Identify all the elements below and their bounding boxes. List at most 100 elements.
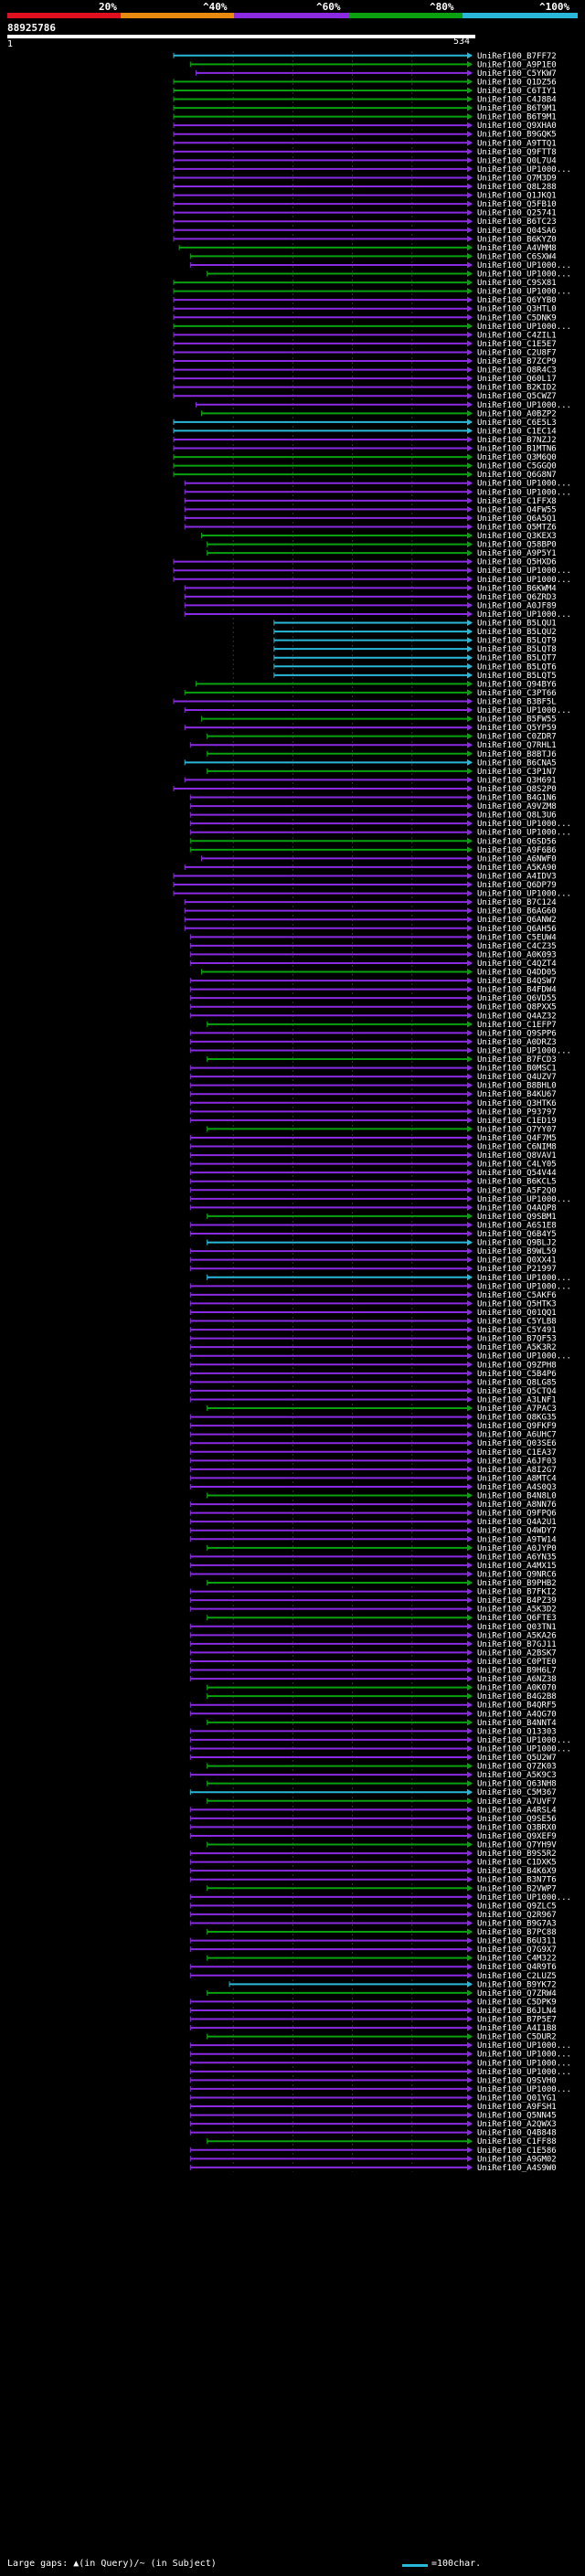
- hit-row[interactable]: UniRef100_Q3BRX0: [189, 1823, 557, 1832]
- hit-row[interactable]: UniRef100_B4FDW4: [189, 986, 557, 995]
- hit-label[interactable]: UniRef100_B5LQT9: [477, 637, 557, 646]
- hit-label[interactable]: UniRef100_Q3H691: [477, 776, 557, 785]
- hit-label[interactable]: UniRef100_Q03SE6: [477, 1439, 557, 1448]
- hit-row[interactable]: UniRef100_C0ZDR7: [207, 733, 557, 742]
- hit-label[interactable]: UniRef100_Q4UZV7: [477, 1073, 557, 1082]
- hit-row[interactable]: UniRef100_Q6VD55: [189, 994, 557, 1003]
- hit-row[interactable]: UniRef100_A8NN76: [189, 1500, 557, 1510]
- hit-row[interactable]: UniRef100_A4IDV3: [173, 872, 557, 881]
- hit-row[interactable]: UniRef100_A9F6B6: [189, 846, 557, 855]
- hit-label[interactable]: UniRef100_B7FCD3: [477, 1055, 557, 1065]
- hit-row[interactable]: UniRef100_Q9ZPH8: [189, 1361, 557, 1370]
- hit-row[interactable]: UniRef100_Q9BLJ2: [207, 1239, 557, 1248]
- hit-row[interactable]: UniRef100_A4S0Q3: [189, 1483, 557, 1492]
- hit-label[interactable]: UniRef100_B4FDW4: [477, 986, 557, 995]
- hit-label[interactable]: UniRef100_UP1000...: [477, 401, 571, 410]
- hit-row[interactable]: UniRef100_A7PAC3: [207, 1405, 557, 1414]
- hit-row[interactable]: UniRef100_B4N8L0: [207, 1492, 557, 1501]
- hit-label[interactable]: UniRef100_B3BF5L: [477, 697, 557, 706]
- hit-label[interactable]: UniRef100_B7FF72: [477, 52, 557, 61]
- hit-label[interactable]: UniRef100_B6KWM4: [477, 584, 557, 593]
- hit-label[interactable]: UniRef100_Q7G9X7: [477, 1945, 557, 1955]
- hit-label[interactable]: UniRef100_B0MSC1: [477, 1065, 557, 1074]
- hit-row[interactable]: UniRef100_B6CNA5: [184, 758, 557, 768]
- hit-label[interactable]: UniRef100_Q5U2W7: [477, 1754, 557, 1763]
- hit-label[interactable]: UniRef100_C5GGQ0: [477, 462, 557, 472]
- hit-label[interactable]: UniRef100_Q01YG1: [477, 2094, 557, 2103]
- hit-label[interactable]: UniRef100_C0PTE0: [477, 1658, 557, 1667]
- hit-row[interactable]: UniRef100_UP1000...: [207, 1274, 571, 1283]
- hit-label[interactable]: UniRef100_UP1000...: [477, 820, 571, 829]
- hit-row[interactable]: UniRef100_A6YN35: [189, 1553, 557, 1562]
- hit-label[interactable]: UniRef100_UP1000...: [477, 2041, 571, 2051]
- hit-row[interactable]: UniRef100_B5LQU1: [273, 620, 557, 629]
- hit-row[interactable]: UniRef100_A5KA90: [184, 864, 557, 873]
- hit-row[interactable]: UniRef100_UP1000...: [189, 1893, 571, 1903]
- hit-row[interactable]: UniRef100_Q5U2W7: [189, 1754, 557, 1763]
- hit-label[interactable]: UniRef100_B6KYZ0: [477, 235, 557, 244]
- hit-row[interactable]: UniRef100_UP1000...: [189, 820, 571, 829]
- hit-label[interactable]: UniRef100_A0DRZ3: [477, 1038, 557, 1047]
- hit-label[interactable]: UniRef100_Q1DZ56: [477, 78, 557, 87]
- hit-row[interactable]: UniRef100_C1ED19: [189, 1117, 557, 1126]
- hit-row[interactable]: UniRef100_A4VMM8: [178, 244, 557, 253]
- hit-row[interactable]: UniRef100_Q6YYB0: [173, 296, 557, 305]
- hit-label[interactable]: UniRef100_A8NN76: [477, 1500, 557, 1510]
- hit-label[interactable]: UniRef100_C3P1N7: [477, 768, 557, 777]
- hit-row[interactable]: UniRef100_B4QSW7: [189, 977, 557, 986]
- hit-label[interactable]: UniRef100_A9VZM8: [477, 802, 557, 811]
- hit-label[interactable]: UniRef100_Q3BRX0: [477, 1823, 557, 1832]
- hit-label[interactable]: UniRef100_Q01QQ1: [477, 1309, 557, 1318]
- hit-row[interactable]: UniRef100_C5DUR2: [207, 2033, 557, 2042]
- hit-row[interactable]: UniRef100_C5B4P6: [189, 1370, 557, 1379]
- hit-row[interactable]: UniRef100_Q4FW55: [184, 505, 557, 514]
- hit-label[interactable]: UniRef100_B7FKI2: [477, 1588, 557, 1597]
- hit-label[interactable]: UniRef100_B4G2B8: [477, 1692, 557, 1701]
- hit-label[interactable]: UniRef100_B4K6X9: [477, 1867, 557, 1876]
- hit-label[interactable]: UniRef100_C4QZT4: [477, 959, 557, 969]
- hit-label[interactable]: UniRef100_A5K9C3: [477, 1771, 557, 1780]
- hit-label[interactable]: UniRef100_A6YN35: [477, 1553, 557, 1562]
- hit-row[interactable]: UniRef100_B6KYZ0: [173, 235, 557, 244]
- hit-label[interactable]: UniRef100_UP1000...: [477, 1893, 571, 1903]
- hit-row[interactable]: UniRef100_UP1000...: [189, 1282, 571, 1291]
- hit-row[interactable]: UniRef100_Q4AQP8: [189, 1203, 557, 1213]
- hit-label[interactable]: UniRef100_Q63NH8: [477, 1780, 557, 1789]
- hit-row[interactable]: UniRef100_C1EFP7: [207, 1021, 557, 1030]
- hit-label[interactable]: UniRef100_C1E586: [477, 2147, 557, 2156]
- hit-row[interactable]: UniRef100_A2BSK7: [189, 1648, 557, 1658]
- hit-label[interactable]: UniRef100_Q25741: [477, 209, 557, 218]
- hit-row[interactable]: UniRef100_Q03TN1: [189, 1623, 557, 1632]
- hit-label[interactable]: UniRef100_Q7YY07: [477, 1125, 557, 1134]
- hit-row[interactable]: UniRef100_C1DXK5: [189, 1859, 557, 1868]
- hit-label[interactable]: UniRef100_C4CZ35: [477, 942, 557, 951]
- hit-label[interactable]: UniRef100_B4PZ39: [477, 1596, 557, 1606]
- hit-label[interactable]: UniRef100_Q8S2P0: [477, 785, 557, 794]
- hit-row[interactable]: UniRef100_Q8L288: [173, 183, 557, 192]
- hit-label[interactable]: UniRef100_Q7M3D9: [477, 174, 557, 183]
- hit-label[interactable]: UniRef100_Q54V44: [477, 1169, 557, 1178]
- hit-row[interactable]: UniRef100_Q3H691: [184, 776, 557, 785]
- hit-row[interactable]: UniRef100_UP1000...: [173, 567, 571, 576]
- hit-row[interactable]: UniRef100_Q9XHA0: [173, 122, 557, 131]
- hit-row[interactable]: UniRef100_A5F2Q0: [189, 1186, 557, 1195]
- hit-label[interactable]: UniRef100_Q4WDY7: [477, 1527, 557, 1536]
- hit-row[interactable]: UniRef100_UP1000...: [184, 706, 571, 716]
- hit-row[interactable]: UniRef100_Q1DZ56: [173, 78, 557, 87]
- hit-label[interactable]: UniRef100_Q9SPP6: [477, 1029, 557, 1038]
- hit-row[interactable]: UniRef100_Q4WDY7: [189, 1527, 557, 1536]
- hit-label[interactable]: UniRef100_Q9XHA0: [477, 122, 557, 131]
- hit-label[interactable]: UniRef100_A8MTC4: [477, 1474, 557, 1483]
- hit-label[interactable]: UniRef100_Q6AH56: [477, 925, 557, 934]
- hit-row[interactable]: UniRef100_B1MTN6: [173, 445, 557, 454]
- hit-row[interactable]: UniRef100_A6NZ38: [189, 1675, 557, 1684]
- hit-label[interactable]: UniRef100_Q6SD56: [477, 837, 557, 846]
- hit-row[interactable]: UniRef100_B9S5R2: [189, 1850, 557, 1859]
- hit-label[interactable]: UniRef100_B4QSW7: [477, 977, 557, 986]
- hit-row[interactable]: UniRef100_Q8R4C3: [173, 366, 557, 376]
- hit-label[interactable]: UniRef100_Q0L7U4: [477, 156, 557, 165]
- hit-label[interactable]: UniRef100_B9S5R2: [477, 1850, 557, 1859]
- hit-label[interactable]: UniRef100_Q8L288: [477, 183, 557, 192]
- hit-label[interactable]: UniRef100_A2QWX3: [477, 2120, 557, 2129]
- hit-label[interactable]: UniRef100_A4I1B8: [477, 2024, 557, 2033]
